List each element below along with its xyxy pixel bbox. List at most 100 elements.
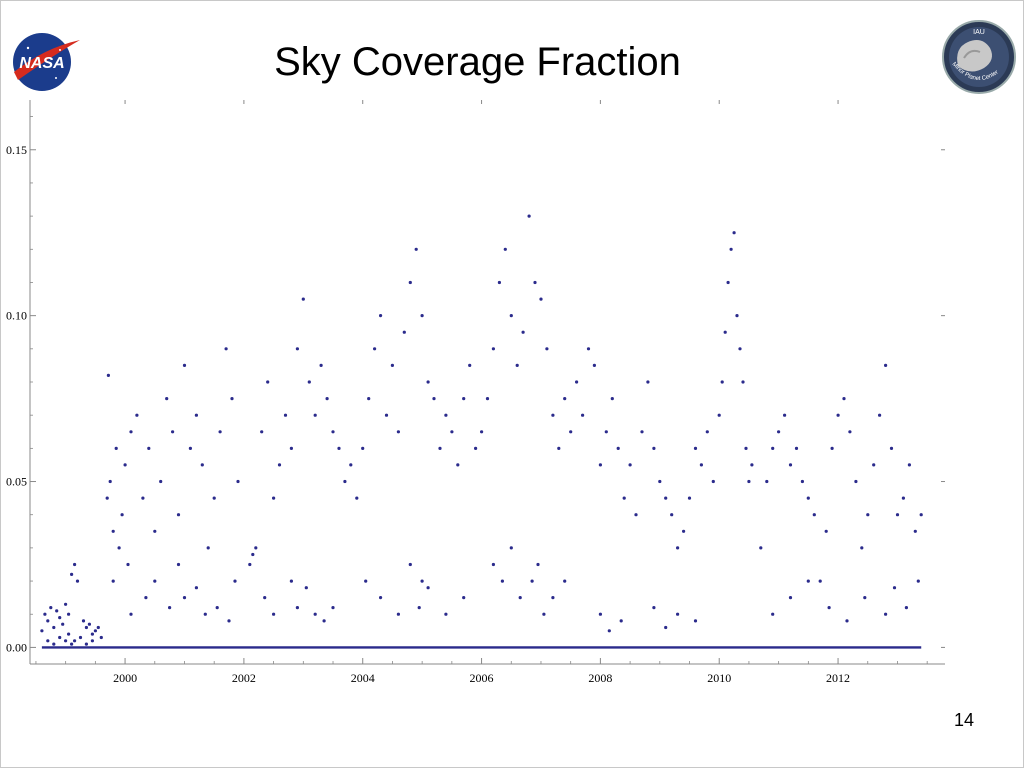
data-point: [379, 314, 383, 318]
data-point: [750, 463, 754, 467]
data-point: [845, 619, 849, 623]
data-point: [153, 529, 157, 533]
data-point: [420, 579, 424, 583]
data-point: [480, 430, 484, 434]
data-point: [652, 606, 656, 610]
data-point: [664, 625, 668, 630]
data-point: [682, 529, 686, 533]
data-point: [307, 380, 311, 384]
data-point: [52, 642, 56, 646]
data-point: [93, 629, 97, 633]
data-point: [355, 496, 359, 500]
data-point: [84, 642, 88, 646]
data-point: [96, 625, 100, 630]
y-tick-label: 0.00: [6, 640, 27, 654]
data-point: [806, 579, 810, 583]
data-point: [509, 546, 513, 550]
data-point: [539, 297, 543, 301]
data-point: [84, 625, 88, 630]
data-point: [337, 446, 341, 450]
data-point: [527, 214, 531, 218]
data-point: [176, 513, 181, 517]
data-point: [147, 446, 151, 450]
data-point: [830, 446, 834, 450]
data-point: [230, 397, 234, 401]
data-point: [652, 446, 656, 450]
data-point: [699, 463, 704, 467]
data-point: [168, 606, 172, 610]
data-point: [251, 552, 255, 557]
data-point: [373, 347, 377, 351]
data-point: [557, 446, 561, 450]
data-point: [295, 606, 299, 610]
data-point: [491, 562, 495, 567]
data-point: [551, 596, 555, 600]
y-tick-label: 0.15: [6, 143, 27, 157]
data-point: [46, 639, 50, 643]
data-point: [575, 380, 579, 384]
data-point: [610, 397, 614, 401]
data-point: [90, 632, 94, 636]
data-point: [176, 562, 181, 567]
data-point: [426, 380, 430, 384]
data-point: [304, 586, 308, 590]
data-point: [836, 413, 840, 417]
data-point: [895, 513, 900, 517]
data-point: [919, 513, 923, 517]
data-point: [224, 347, 228, 351]
data-point: [46, 619, 50, 623]
data-point: [215, 606, 219, 610]
data-point: [687, 496, 692, 500]
data-point: [90, 639, 94, 643]
data-point: [426, 586, 430, 590]
data-point: [827, 606, 831, 610]
data-point: [892, 586, 897, 590]
data-point: [289, 579, 293, 583]
data-point: [658, 479, 662, 484]
scatter-chart: 2000 2002 2004 2006 2008 2010 2012 0.00 0.05 0.10…: [6, 100, 945, 685]
data-point: [670, 513, 674, 517]
data-point: [58, 635, 62, 640]
data-point: [904, 606, 909, 610]
data-point: [450, 430, 454, 434]
data-point: [361, 446, 365, 450]
data-point: [581, 413, 585, 417]
data-point: [616, 446, 620, 450]
data-point: [67, 632, 71, 636]
data-point: [863, 596, 867, 600]
x-tick-label: 2010: [707, 671, 731, 685]
data-point: [542, 612, 546, 616]
data-point: [628, 463, 632, 467]
data-point: [777, 430, 781, 434]
data-point: [236, 479, 240, 484]
data-point: [78, 635, 83, 640]
data-point: [325, 397, 329, 401]
data-point: [705, 430, 709, 434]
data-point: [319, 363, 323, 367]
data-point: [503, 247, 507, 251]
data-point: [889, 446, 894, 450]
data-point: [144, 596, 148, 600]
data-point: [188, 446, 192, 450]
data-point: [75, 579, 80, 583]
data-point: [468, 363, 472, 367]
data-point: [55, 609, 59, 613]
data-point: [129, 430, 133, 434]
data-point: [738, 347, 742, 351]
data-point: [444, 413, 448, 417]
data-point: [396, 612, 400, 616]
data-point: [901, 496, 906, 500]
data-point: [607, 629, 611, 633]
slide-title: Sky Coverage Fraction: [274, 40, 681, 84]
data-point: [367, 397, 371, 401]
data-point: [788, 463, 793, 467]
data-point: [735, 314, 739, 318]
data-point: [563, 579, 567, 583]
data-point: [106, 373, 110, 377]
data-point: [408, 562, 412, 567]
data-point: [860, 546, 864, 550]
x-tick-label: 2000: [113, 671, 137, 685]
data-points: [40, 214, 923, 649]
data-point: [824, 529, 828, 533]
data-point: [111, 529, 115, 533]
